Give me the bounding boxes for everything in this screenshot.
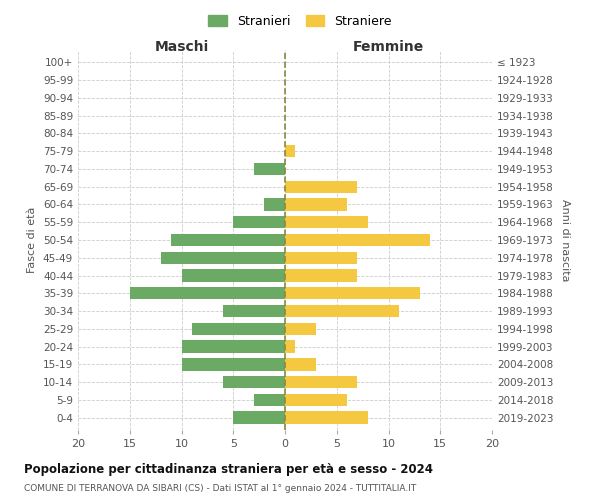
Y-axis label: Anni di nascita: Anni di nascita: [560, 198, 570, 281]
Bar: [233, 216, 285, 228]
Bar: [285, 198, 347, 210]
Bar: [182, 270, 285, 281]
Bar: [285, 252, 358, 264]
Bar: [285, 145, 295, 158]
Bar: [171, 234, 285, 246]
Bar: [182, 340, 285, 353]
Bar: [254, 163, 285, 175]
Text: COMUNE DI TERRANOVA DA SIBARI (CS) - Dati ISTAT al 1° gennaio 2024 - TUTTITALIA.: COMUNE DI TERRANOVA DA SIBARI (CS) - Dat…: [24, 484, 416, 493]
Bar: [285, 305, 399, 317]
Y-axis label: Fasce di età: Fasce di età: [28, 207, 37, 273]
Bar: [285, 340, 295, 353]
Bar: [285, 322, 316, 335]
Bar: [285, 394, 347, 406]
Text: Maschi: Maschi: [154, 40, 209, 54]
Bar: [285, 358, 316, 370]
Bar: [182, 358, 285, 370]
Bar: [192, 322, 285, 335]
Bar: [161, 252, 285, 264]
Bar: [285, 180, 358, 193]
Bar: [285, 234, 430, 246]
Bar: [223, 376, 285, 388]
Bar: [285, 412, 368, 424]
Bar: [233, 412, 285, 424]
Text: Femmine: Femmine: [353, 40, 424, 54]
Bar: [285, 376, 358, 388]
Bar: [223, 305, 285, 317]
Legend: Stranieri, Straniere: Stranieri, Straniere: [205, 11, 395, 32]
Bar: [285, 216, 368, 228]
Bar: [285, 270, 358, 281]
Text: Popolazione per cittadinanza straniera per età e sesso - 2024: Popolazione per cittadinanza straniera p…: [24, 462, 433, 475]
Bar: [285, 287, 419, 300]
Bar: [130, 287, 285, 300]
Bar: [254, 394, 285, 406]
Bar: [265, 198, 285, 210]
